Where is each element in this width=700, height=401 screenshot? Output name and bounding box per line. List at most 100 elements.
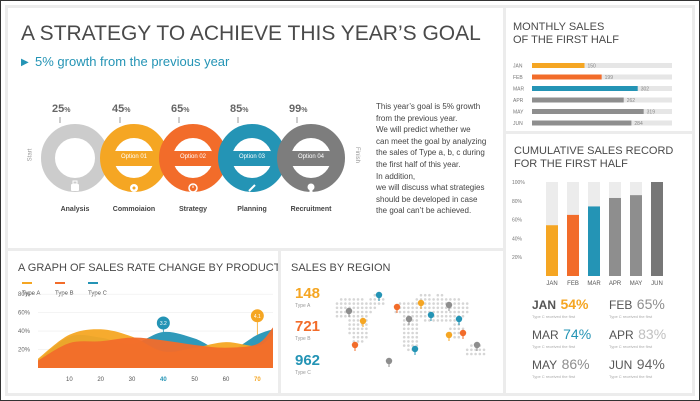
map-dot [440,314,444,318]
cum-stat: FEB 65% Type C received the first [609,296,665,319]
description-line: we will discuss what strategies [376,183,485,193]
bulb-icon [307,183,315,193]
map-dot [365,302,368,305]
cum-stat-note: Type C received the first [532,374,576,379]
map-dot [457,327,461,331]
description-line: can meet the goal by analyzing [376,136,487,146]
region-label-type-a: Type A [295,303,311,309]
cum-bar [567,214,579,276]
map-dot [402,314,406,318]
strategy-subtitle: 5% growth from the previous year [35,54,230,69]
map-dot [360,298,364,301]
cum-x-tick: MAY [630,281,643,287]
callout-marker [156,316,170,330]
cumulative-panel: CUMULATIVE SALES RECORD FOR THE FIRST HA… [506,134,692,393]
map-pin-icon [411,345,419,353]
cum-stat-month: APR [609,328,634,342]
map-dot [432,306,435,310]
map-dot [436,306,440,310]
rate-graph-title: A GRAPH OF SALES RATE CHANGE BY PRODUCT [18,262,278,274]
map-dot [360,340,364,343]
map-dot [360,335,364,339]
map-dot [415,298,419,301]
monthly-bar [532,63,585,68]
monthly-value-label: 262 [627,98,636,104]
map-dot [478,348,482,352]
map-dot [344,306,347,310]
rate-area-type-b [38,327,273,368]
map-dot [352,331,356,335]
monthly-bar [532,109,644,114]
map-pin-icon [473,341,481,349]
map-dot [360,331,364,335]
description-line: We will predict whether we [376,125,471,135]
cum-bar [651,182,663,276]
map-pin-icon [455,315,463,323]
map-dot [444,314,448,318]
legend-swatch [55,282,65,284]
callout-label: 4.1 [254,314,261,320]
map-dot [360,302,364,305]
map-dot [373,306,377,310]
map-dot [449,298,452,301]
step-2-label: Commoiaion [112,206,156,213]
step-3-label: Strategy [178,206,207,213]
map-dot [369,298,372,301]
legend-swatch [22,282,32,284]
callout-label: 3.2 [160,321,167,327]
map-dot [402,310,406,314]
region-value-type-b: 721 [295,318,321,335]
map-dot [356,314,360,318]
monthly-month-label: FEB [513,75,523,81]
map-dot [360,310,364,314]
region-title: SALES BY REGION [291,262,391,274]
map-dot [440,319,444,322]
map-dot [348,298,351,301]
map-dot [415,331,419,335]
cum-stat-month: FEB [609,298,633,312]
map-dot [407,335,410,339]
map-dot [444,298,448,301]
map-dot [415,310,419,314]
map-dot [453,323,456,326]
map-dot [344,302,347,305]
map-dot [411,314,414,318]
map-dot [365,314,368,318]
map-dot [415,327,419,331]
map-pin-icon [459,329,467,337]
map-dot [449,319,452,322]
step-4-label: Planning [237,206,267,213]
map-dot [407,340,410,343]
cum-stat: APR 83% Type C received the first [609,326,666,349]
map-dot [457,302,461,305]
strategy-title: A STRATEGY TO ACHIEVE THIS YEAR’S GOAL [21,22,481,45]
map-dot [352,323,356,326]
map-dot [440,306,444,310]
map-dot [402,323,406,326]
map-dot [461,306,465,310]
map-dot [428,306,431,310]
map-dot [449,327,452,331]
map-dot [407,331,410,335]
step-2-percent: 45% [112,103,131,115]
map-dot [470,344,473,347]
map-dot [428,319,431,322]
map-pin-icon [351,341,359,349]
map-dot [348,319,351,322]
step-4-percent: 85% [230,103,249,115]
description-line: from the previous year. [376,113,458,123]
option-3-label: Option 03 [238,154,266,160]
option-band-4 [289,151,332,166]
map-dot [402,331,406,335]
step-3-percent: 65% [171,103,190,115]
map-dot [440,293,444,297]
map-pin-icon [359,317,367,325]
cum-stat-month: JUN [609,358,633,372]
region-value-type-a: 148 [295,285,321,302]
map-dot [360,314,364,318]
map-dot [440,302,444,305]
map-dot [402,306,406,310]
map-dot [465,302,469,305]
map-dot [335,302,339,305]
rate-area-chart: Type A Type B Type C80%60%40%20%10 20 30 40 50… [18,282,273,383]
